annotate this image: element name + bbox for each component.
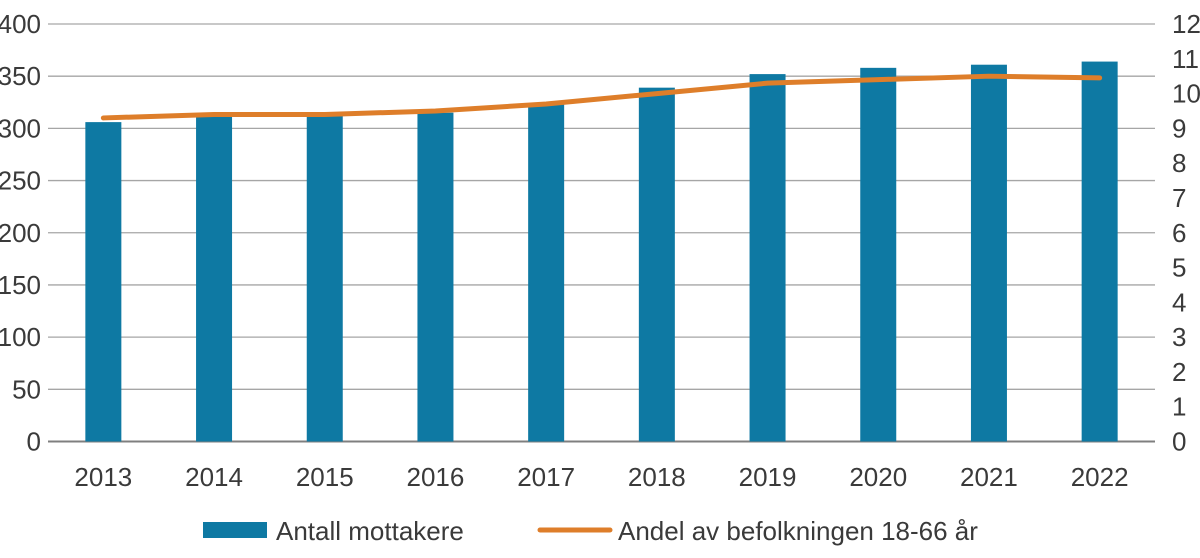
y-axis-right-tick-8: 8 <box>1172 148 1186 178</box>
bar-2022 <box>1081 61 1118 442</box>
y-axis-left-tick-250: 250 <box>0 166 41 196</box>
legend-label-bar: Antall mottakere <box>276 516 464 546</box>
y-axis-left-tick-50: 50 <box>12 374 41 404</box>
x-axis-label-2022: 2022 <box>1071 462 1129 492</box>
y-axis-right-tick-11: 11 <box>1172 44 1199 74</box>
y-axis-left-tick-400: 400 <box>0 9 41 39</box>
bar-2020 <box>860 67 897 442</box>
y-axis-right-tick-1: 1 <box>1172 392 1186 422</box>
y-axis-left-tick-200: 200 <box>0 218 41 248</box>
x-axis-label-2016: 2016 <box>407 462 465 492</box>
y-axis-right-tick-4: 4 <box>1172 287 1186 317</box>
bar-2016 <box>417 112 454 442</box>
legend-swatch-bar <box>203 522 267 538</box>
x-axis-label-2021: 2021 <box>960 462 1018 492</box>
bar-2017 <box>528 104 565 442</box>
y-axis-right-tick-2: 2 <box>1172 357 1186 387</box>
y-axis-right-tick-6: 6 <box>1172 218 1186 248</box>
bar-2015 <box>306 114 343 442</box>
bar-2021 <box>970 64 1007 442</box>
y-axis-right-tick-5: 5 <box>1172 253 1186 283</box>
y-axis-left-tick-150: 150 <box>0 270 41 300</box>
bar-2019 <box>749 74 786 442</box>
trend-line <box>100 73 1103 121</box>
y-axis-right-tick-0: 0 <box>1172 427 1186 457</box>
x-axis: 2013 2014 2015 2016 2017 2018 2019 2020 2021 2022 <box>74 462 1128 492</box>
x-axis-label-2017: 2017 <box>517 462 575 492</box>
x-axis-label-2014: 2014 <box>185 462 243 492</box>
y-axis-left-tick-100: 100 <box>0 322 41 352</box>
y-axis-right-tick-3: 3 <box>1172 322 1186 352</box>
legend: Antall mottakere Andel av befolkningen 1… <box>203 516 978 546</box>
bar-2014 <box>196 115 233 442</box>
y-axis-right-tick-7: 7 <box>1172 183 1186 213</box>
y-axis-left-tick-350: 350 <box>0 61 41 91</box>
y-axis-left-tick-300: 300 <box>0 113 41 143</box>
x-axis-label-2018: 2018 <box>628 462 686 492</box>
y-axis-right-tick-9: 9 <box>1172 113 1186 143</box>
x-axis-label-2015: 2015 <box>296 462 354 492</box>
x-axis-label-2013: 2013 <box>74 462 132 492</box>
bars-layer <box>85 61 1118 442</box>
y-axis-right-tick-10: 10 <box>1172 79 1200 109</box>
x-axis-label-2020: 2020 <box>849 462 907 492</box>
y-axis-left-tick-0: 0 <box>27 427 41 457</box>
x-axis-label-2019: 2019 <box>739 462 797 492</box>
gridlines-layer <box>48 23 1155 443</box>
trend-line-layer <box>100 73 1103 121</box>
y-axis-right-tick-12: 12 <box>1172 9 1200 39</box>
bar-2013 <box>85 122 122 442</box>
y-axis-left: 0 50 100 150 200 250 300 350 400 <box>0 9 41 457</box>
legend-label-line: Andel av befolkningen 18-66 år <box>618 516 978 546</box>
bar-2018 <box>638 87 675 442</box>
